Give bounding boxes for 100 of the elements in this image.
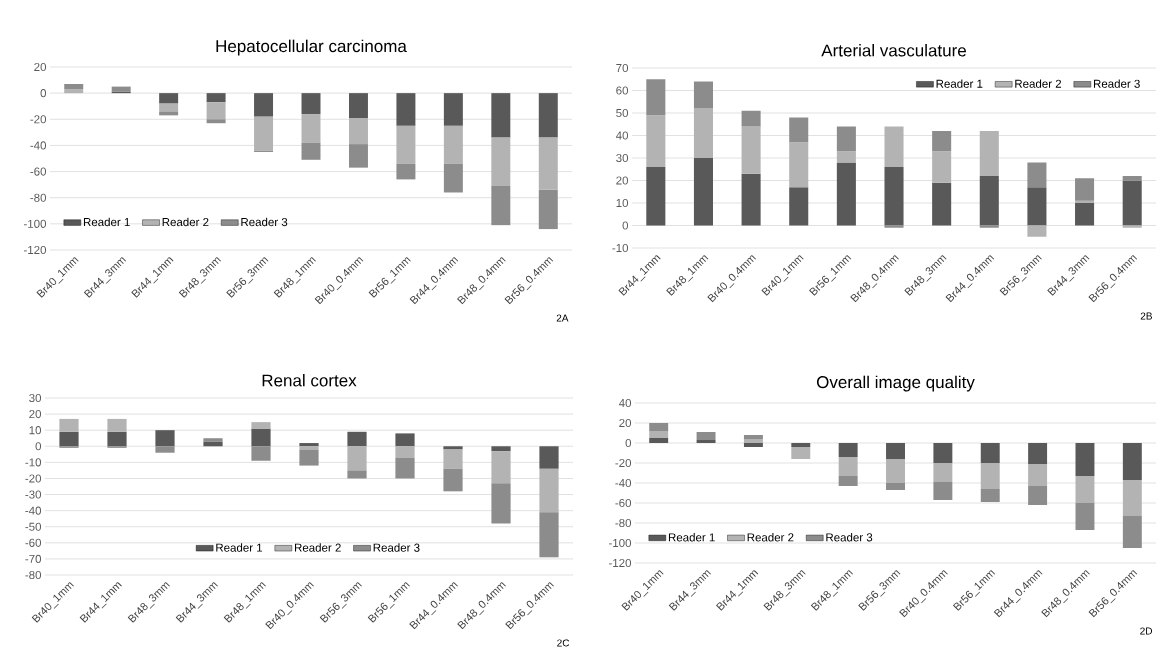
bar	[348, 117, 368, 145]
bar	[1028, 464, 1048, 486]
bar	[396, 93, 416, 126]
bar	[1122, 516, 1142, 548]
legend-label: Reader 1	[668, 532, 715, 542]
y-tick-label: 20	[619, 418, 632, 428]
bar	[396, 163, 416, 180]
text: 2B	[1140, 312, 1152, 320]
bar	[251, 428, 271, 447]
bar	[838, 443, 858, 457]
bar	[301, 114, 321, 143]
bar	[836, 126, 856, 152]
bar	[159, 93, 179, 104]
y-tick-label: -20	[30, 115, 47, 124]
y-tick-label: 70	[616, 63, 629, 73]
bar	[1028, 486, 1048, 505]
bar	[538, 189, 558, 230]
bar	[696, 432, 716, 440]
bar	[1075, 178, 1095, 201]
bar	[886, 443, 905, 459]
y-tick-label: -40	[25, 506, 42, 515]
bar	[539, 512, 559, 558]
bar	[491, 93, 511, 138]
bar	[886, 483, 905, 490]
y-tick-label: -80	[25, 570, 42, 580]
bar	[299, 449, 319, 466]
bar	[254, 116, 274, 151]
legend-label: Reader 3	[826, 532, 873, 542]
y-tick-label: 20	[29, 410, 42, 419]
bar	[791, 447, 811, 459]
bar	[251, 422, 271, 429]
bar	[743, 435, 763, 439]
chart-title: Overall image quality	[816, 375, 975, 392]
bar	[932, 151, 952, 183]
bar	[347, 446, 367, 471]
chart-title: Arterial vasculature	[821, 44, 966, 57]
text: 2D	[1140, 627, 1153, 635]
bar	[838, 457, 858, 476]
bar	[539, 446, 559, 469]
bar	[155, 446, 175, 453]
bar	[538, 93, 558, 138]
bar	[347, 431, 367, 447]
bar	[649, 438, 669, 443]
bar	[838, 476, 858, 486]
bar	[1075, 203, 1095, 226]
bar	[443, 125, 463, 164]
bar	[693, 108, 713, 158]
bar	[348, 144, 368, 168]
bar	[979, 131, 999, 176]
y-tick-label: 0	[625, 438, 632, 448]
bar	[206, 119, 226, 124]
bar	[301, 142, 321, 160]
y-tick-label: -120	[608, 558, 632, 568]
bar	[980, 463, 1000, 489]
bar	[789, 187, 809, 226]
bar	[59, 418, 79, 432]
bar	[646, 167, 666, 226]
y-tick-label: -60	[615, 498, 632, 508]
bar	[836, 162, 856, 226]
bar	[491, 446, 511, 452]
bar	[443, 446, 463, 450]
bar	[107, 418, 127, 432]
bar	[791, 443, 811, 447]
bar	[1122, 480, 1142, 516]
chart-title: Renal cortex	[262, 374, 357, 387]
bar	[1075, 443, 1095, 476]
legend-label: Reader 2	[747, 532, 794, 542]
y-tick-label: 40	[615, 131, 629, 140]
y-tick-label: -80	[30, 193, 47, 202]
bar	[301, 93, 321, 115]
bar	[107, 431, 127, 447]
y-tick-label: -10	[612, 243, 629, 253]
bar	[743, 443, 763, 447]
legend-label: Reader 1	[216, 543, 263, 552]
y-tick-label: -70	[25, 554, 42, 563]
bar	[1122, 225, 1142, 228]
y-tick-label: -10	[25, 458, 42, 467]
bar	[59, 431, 79, 447]
bar	[932, 182, 952, 226]
bar	[933, 463, 953, 482]
bar	[539, 468, 559, 513]
bar	[1122, 176, 1142, 181]
bar	[933, 482, 953, 500]
bar	[491, 451, 511, 484]
bar	[348, 93, 368, 118]
bar	[696, 440, 716, 443]
bar	[836, 151, 856, 163]
legend-label: Reader 3	[241, 217, 288, 227]
bar	[884, 225, 904, 228]
bar	[649, 431, 669, 438]
bar	[1075, 476, 1095, 503]
y-tick-label: -80	[615, 518, 632, 528]
bar	[1122, 180, 1142, 226]
bar	[933, 443, 953, 463]
bar	[649, 423, 669, 431]
y-tick-label: 30	[29, 393, 42, 403]
bar	[395, 433, 415, 447]
y-tick-label: -60	[30, 167, 47, 176]
bar	[491, 185, 511, 226]
legend-label: Reader 2	[162, 217, 209, 227]
